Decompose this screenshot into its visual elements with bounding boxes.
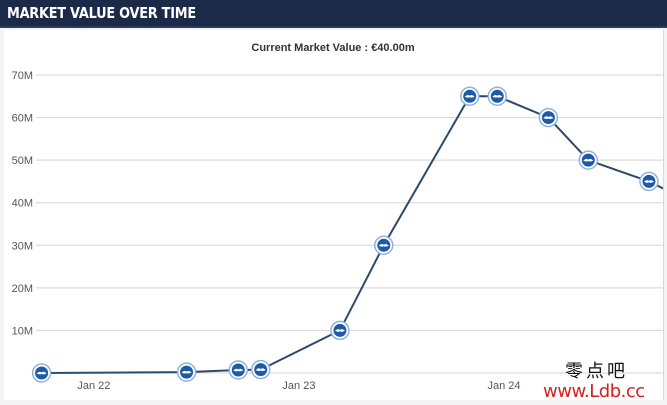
club-crest-icon bbox=[176, 362, 197, 382]
club-crest-icon bbox=[250, 359, 271, 380]
y-tick-label: 50M bbox=[12, 155, 33, 167]
x-tick-label: Jan 24 bbox=[487, 380, 520, 392]
widget-title: MARKET VALUE OVER TIME bbox=[7, 4, 196, 22]
market-value-line bbox=[41, 95, 663, 374]
club-crest-icon bbox=[538, 107, 559, 128]
y-tick-label: 60M bbox=[12, 113, 33, 125]
chart-panel: Current Market Value : €40.00m 10M 20M 30M 4… bbox=[4, 30, 664, 400]
y-tick-label: 70M bbox=[12, 70, 33, 82]
x-tick-label: Jan 23 bbox=[282, 380, 315, 392]
club-crest-icon bbox=[639, 171, 659, 192]
chart-subtitle: Current Market Value : €40.00m bbox=[251, 42, 414, 54]
y-tick-label: 10M bbox=[12, 325, 33, 337]
y-tick-label: 30M bbox=[12, 240, 33, 252]
club-crest-icon bbox=[374, 235, 394, 256]
club-crest-icon bbox=[228, 360, 249, 380]
watermark-chinese-text: 零点吧 bbox=[565, 361, 628, 382]
club-crest-icon bbox=[578, 150, 599, 170]
y-tick-label: 20M bbox=[12, 283, 33, 295]
watermark-url: www.Ldb.cc bbox=[543, 381, 645, 402]
header-bar: MARKET VALUE OVER TIME bbox=[0, 0, 667, 28]
x-tick-label: Jan 22 bbox=[77, 380, 110, 392]
market-value-chart: Current Market Value : €40.00m 10M 20M 30M 4… bbox=[12, 42, 663, 392]
club-crest-icon bbox=[487, 86, 508, 107]
club-crest-icon bbox=[31, 363, 52, 383]
club-crest-icon bbox=[459, 86, 480, 107]
watermark: 零点吧 www.Ldb.cc bbox=[543, 357, 663, 403]
y-tick-label: 40M bbox=[12, 198, 33, 210]
club-crest-icon bbox=[330, 320, 350, 341]
